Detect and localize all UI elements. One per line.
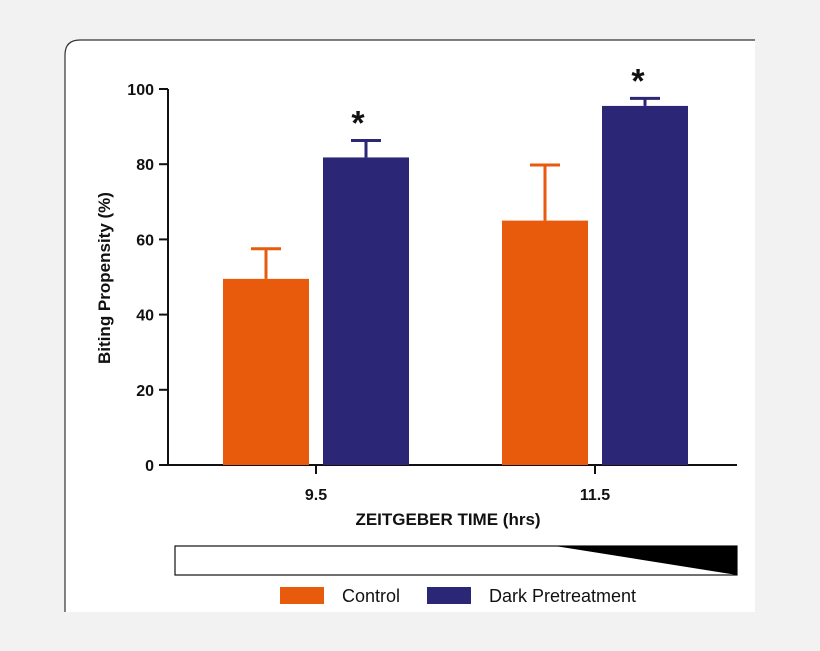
- panel-border: [64, 39, 755, 612]
- legend-label: Dark Pretreatment: [489, 586, 636, 606]
- legend-swatch: [280, 587, 324, 604]
- bars: **: [223, 62, 688, 466]
- significance-marker: *: [631, 62, 645, 100]
- bar-control-0: [223, 278, 309, 465]
- bar-control-1: [502, 220, 588, 465]
- darkness-wedge: [555, 546, 737, 575]
- x-axis-title: ZEITGEBER TIME (hrs): [355, 510, 540, 529]
- legend: Control Dark Pretreatment: [280, 586, 636, 606]
- y-tick-label: 40: [136, 308, 154, 325]
- legend-label: Control: [342, 586, 400, 606]
- legend-swatch: [427, 587, 471, 604]
- significance-marker: *: [351, 105, 365, 143]
- y-tick-label: 60: [136, 232, 154, 249]
- y-ticks: 0 20 40 60 80 100: [127, 82, 168, 475]
- y-tick-label: 100: [127, 82, 154, 99]
- y-tick-label: 20: [136, 383, 154, 400]
- bar-dark-pretreatment-0: [323, 157, 409, 465]
- y-axis-title: Biting Propensity (%): [95, 192, 114, 364]
- x-tick-label: 9.5: [305, 487, 327, 504]
- y-tick-label: 80: [136, 157, 154, 174]
- x-tick-label: 11.5: [580, 487, 610, 504]
- bar-dark-pretreatment-1: [602, 105, 688, 466]
- y-tick-label: 0: [145, 458, 154, 475]
- chart-panel: [65, 40, 755, 612]
- x-ticks: 9.5 11.5: [305, 465, 610, 504]
